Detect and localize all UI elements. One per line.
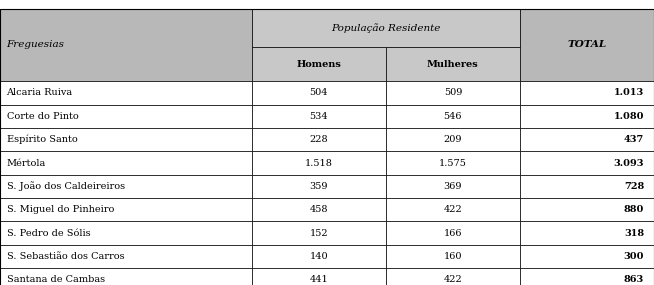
Bar	[386, 81, 520, 105]
Text: 152: 152	[309, 229, 328, 238]
Bar	[252, 198, 386, 221]
Bar	[520, 81, 654, 105]
Bar	[252, 105, 386, 128]
Bar	[0, 221, 252, 245]
Bar	[386, 268, 520, 285]
Bar	[520, 268, 654, 285]
Bar	[252, 245, 386, 268]
Bar	[520, 245, 654, 268]
Text: 1.518: 1.518	[305, 158, 333, 168]
Text: Espírito Santo: Espírito Santo	[7, 135, 77, 144]
Text: 880: 880	[624, 205, 644, 214]
Bar	[0, 198, 252, 221]
Text: Santana de Cambas: Santana de Cambas	[7, 275, 105, 284]
Bar	[520, 175, 654, 198]
Bar	[0, 81, 252, 105]
Text: 509: 509	[443, 88, 462, 97]
Bar	[386, 151, 520, 175]
Text: 534: 534	[309, 112, 328, 121]
Bar	[386, 175, 520, 198]
Text: 166: 166	[443, 229, 462, 238]
Text: S. Sebastião dos Carros: S. Sebastião dos Carros	[7, 252, 124, 261]
Text: 504: 504	[309, 88, 328, 97]
Bar	[0, 175, 252, 198]
Bar	[0, 151, 252, 175]
Bar	[0, 268, 252, 285]
Text: 140: 140	[309, 252, 328, 261]
Text: 1.013: 1.013	[614, 88, 644, 97]
Bar	[520, 221, 654, 245]
Text: TOTAL: TOTAL	[568, 40, 606, 49]
Bar	[252, 9, 520, 47]
Text: 318: 318	[624, 229, 644, 238]
Text: 728: 728	[624, 182, 644, 191]
Bar	[252, 175, 386, 198]
Bar	[386, 221, 520, 245]
Text: 546: 546	[443, 112, 462, 121]
Bar	[252, 221, 386, 245]
Bar	[386, 245, 520, 268]
Bar	[0, 128, 252, 151]
Bar	[520, 105, 654, 128]
Bar	[520, 9, 654, 81]
Bar	[520, 198, 654, 221]
Text: 441: 441	[309, 275, 328, 284]
Text: S. Miguel do Pinheiro: S. Miguel do Pinheiro	[7, 205, 114, 214]
Text: 422: 422	[443, 275, 462, 284]
Text: 1.080: 1.080	[613, 112, 644, 121]
Bar	[386, 105, 520, 128]
Bar	[520, 128, 654, 151]
Text: 369: 369	[443, 182, 462, 191]
Bar	[386, 128, 520, 151]
Bar	[520, 151, 654, 175]
Text: 863: 863	[624, 275, 644, 284]
Text: 458: 458	[309, 205, 328, 214]
Text: 1.575: 1.575	[439, 158, 467, 168]
Bar	[252, 128, 386, 151]
Text: População Residente: População Residente	[331, 23, 441, 33]
Text: 300: 300	[624, 252, 644, 261]
Text: 437: 437	[624, 135, 644, 144]
Text: 160: 160	[443, 252, 462, 261]
Bar	[252, 268, 386, 285]
Bar	[386, 198, 520, 221]
Text: Freguesias: Freguesias	[7, 40, 65, 49]
Text: Mértola: Mértola	[7, 158, 46, 168]
Text: S. Pedro de Sólis: S. Pedro de Sólis	[7, 229, 90, 238]
Bar	[0, 245, 252, 268]
Text: Corte do Pinto: Corte do Pinto	[7, 112, 78, 121]
Text: Alcaria Ruiva: Alcaria Ruiva	[7, 88, 73, 97]
Text: 359: 359	[309, 182, 328, 191]
Text: 209: 209	[443, 135, 462, 144]
Bar	[0, 9, 252, 81]
Bar	[252, 151, 386, 175]
Text: S. João dos Caldeireiros: S. João dos Caldeireiros	[7, 182, 125, 191]
Bar	[386, 47, 520, 81]
Text: 3.093: 3.093	[613, 158, 644, 168]
Bar	[252, 81, 386, 105]
Text: 228: 228	[309, 135, 328, 144]
Bar	[0, 105, 252, 128]
Text: Mulheres: Mulheres	[427, 60, 479, 69]
Text: 422: 422	[443, 205, 462, 214]
Bar	[252, 47, 386, 81]
Text: Homens: Homens	[296, 60, 341, 69]
